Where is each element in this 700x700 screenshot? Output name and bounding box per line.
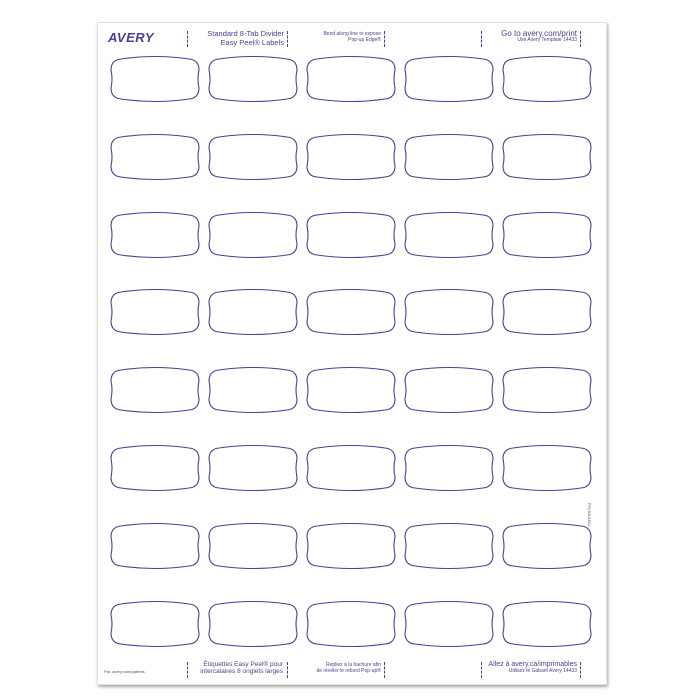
cut-line bbox=[481, 662, 482, 678]
tab-label bbox=[306, 522, 396, 575]
tab-label bbox=[208, 211, 298, 264]
cut-line bbox=[384, 662, 385, 678]
tab-label bbox=[306, 444, 396, 497]
product-title-line1: Standard 8-Tab Divider bbox=[207, 29, 284, 38]
tab-label bbox=[404, 133, 494, 186]
goto-url[interactable]: Go to avery.com/print bbox=[501, 29, 577, 38]
tab-label bbox=[306, 600, 396, 653]
tab-label bbox=[208, 366, 298, 419]
tab-label bbox=[404, 600, 494, 653]
tab-label bbox=[502, 366, 592, 419]
tab-label bbox=[306, 211, 396, 264]
goto-url-fr[interactable]: Allez à avery.ca/imprimables bbox=[488, 661, 577, 668]
tab-label bbox=[110, 55, 200, 108]
product-title-fr: Étiquettes Easy Peel® pour intercalaires… bbox=[188, 661, 283, 676]
tab-label bbox=[502, 211, 592, 264]
cut-line bbox=[287, 662, 288, 678]
template-number: Use Avery Template 14433 bbox=[517, 37, 577, 44]
tab-label bbox=[208, 55, 298, 108]
tab-label bbox=[306, 133, 396, 186]
tab-label bbox=[110, 133, 200, 186]
tab-label bbox=[110, 211, 200, 264]
bend-line2: Pop-up Edge® bbox=[348, 36, 381, 43]
part-number: P/N 6401811 bbox=[587, 503, 592, 527]
tab-label bbox=[110, 366, 200, 419]
cut-line bbox=[384, 31, 385, 47]
tab-label bbox=[208, 600, 298, 653]
tab-label bbox=[404, 366, 494, 419]
tab-label bbox=[208, 288, 298, 341]
tab-label bbox=[404, 55, 494, 108]
patent-text: Pat: avery.com/patents bbox=[104, 669, 145, 674]
print-instruction: Go to avery.com/print Use Avery Template… bbox=[483, 29, 577, 44]
cut-line bbox=[287, 31, 288, 47]
tab-label bbox=[502, 522, 592, 575]
cut-line bbox=[580, 31, 581, 47]
tab-label bbox=[208, 444, 298, 497]
tab-label bbox=[404, 211, 494, 264]
tab-label bbox=[502, 133, 592, 186]
bend-instruction: Bend along line to expose Pop-up Edge® bbox=[288, 31, 381, 44]
tab-label bbox=[110, 600, 200, 653]
bend-fr-line1: Repliez à la hachure afin bbox=[325, 662, 381, 668]
template-number-fr: Utilisez le Gabarit Avery 14433 bbox=[508, 668, 577, 675]
tab-label bbox=[110, 444, 200, 497]
product-title: Standard 8-Tab Divider Easy Peel® Labels bbox=[198, 29, 284, 47]
tab-label bbox=[306, 55, 396, 108]
bend-line1: Bend along line to expose bbox=[323, 31, 381, 37]
tab-label bbox=[208, 133, 298, 186]
avery-logo: AVERY bbox=[108, 30, 155, 45]
tab-label bbox=[502, 444, 592, 497]
cut-line bbox=[481, 31, 482, 47]
tab-label bbox=[110, 288, 200, 341]
product-title-line2: Easy Peel® Labels bbox=[220, 37, 284, 47]
tab-label bbox=[502, 55, 592, 108]
bend-fr-line2: de révéler le rebord Pop-up® bbox=[316, 667, 381, 674]
cut-line bbox=[187, 31, 188, 47]
tab-label bbox=[404, 444, 494, 497]
bend-instruction-fr: Repliez à la hachure afin de révéler le … bbox=[288, 662, 381, 675]
tab-label bbox=[306, 366, 396, 419]
print-instruction-fr: Allez à avery.ca/imprimables Utilisez le… bbox=[483, 661, 577, 675]
tab-label bbox=[404, 288, 494, 341]
product-title-fr-line2: intercalaires 8 onglets larges bbox=[200, 668, 283, 676]
label-sheet: AVERY Standard 8-Tab Divider Easy Peel® … bbox=[97, 22, 607, 685]
tab-label bbox=[306, 288, 396, 341]
cut-line bbox=[187, 662, 188, 678]
cut-line bbox=[580, 662, 581, 678]
tab-label bbox=[502, 288, 592, 341]
tab-label bbox=[404, 522, 494, 575]
tab-label bbox=[502, 600, 592, 653]
tab-label bbox=[110, 522, 200, 575]
product-title-fr-line1: Étiquettes Easy Peel® pour bbox=[203, 661, 283, 668]
tab-label bbox=[208, 522, 298, 575]
